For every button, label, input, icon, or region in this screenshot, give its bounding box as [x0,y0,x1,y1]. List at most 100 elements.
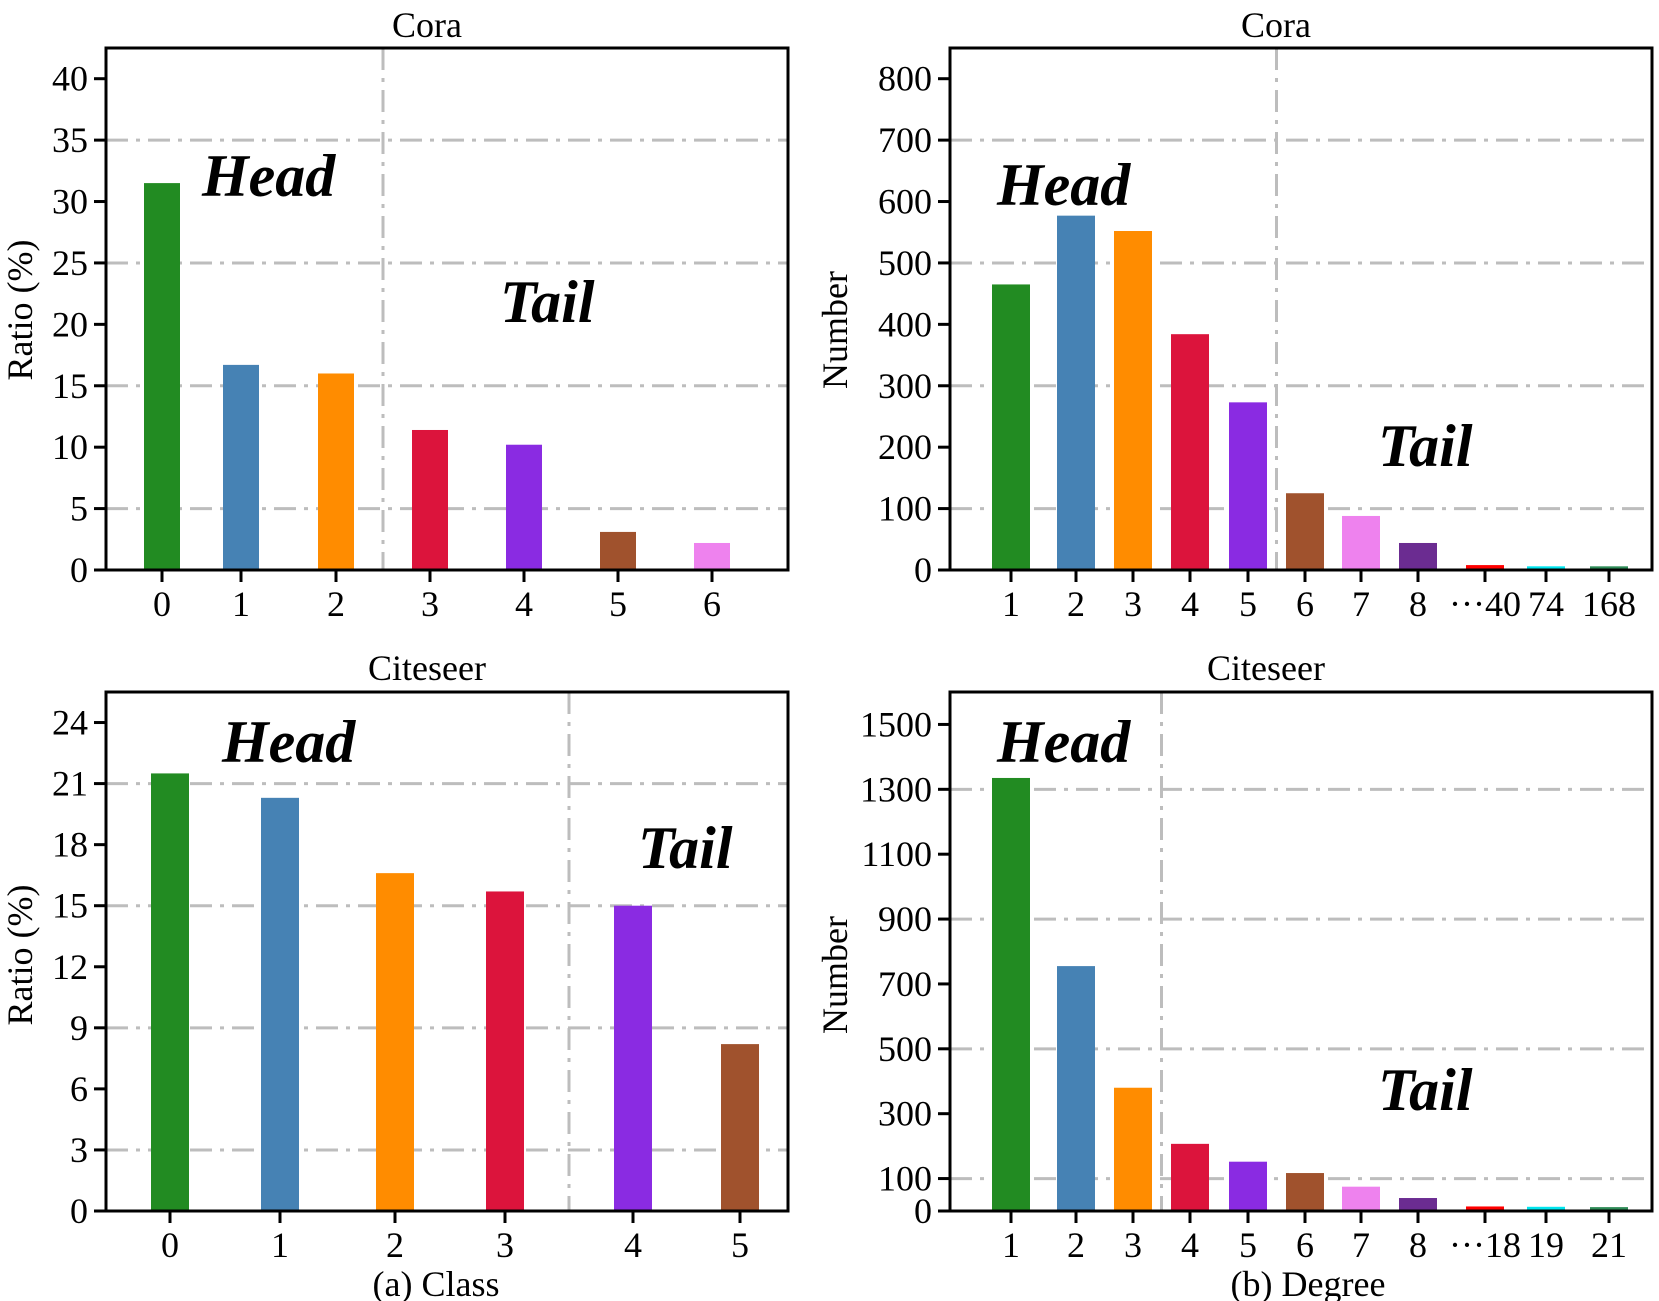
bar-6 [694,542,730,570]
x-tick-label: 2 [1067,584,1085,624]
x-tick-label: 3 [1124,1225,1142,1265]
y-tick-label: 0 [70,1191,88,1231]
bar-2 [318,373,354,570]
y-tick-label: 300 [878,1094,932,1134]
bars [992,777,1628,1211]
x-ticks: 1 2 3 4 5 6 7 8 ···18 19 21 [1002,1211,1627,1265]
panel-title: Citeseer [1207,648,1325,688]
y-tick-label: 21 [52,764,88,804]
bars [992,215,1628,570]
bar-2 [1057,966,1095,1211]
y-tick-label: 15 [52,366,88,406]
y-ticks: 0 100 200 300 400 500 600 700 800 [878,59,950,590]
y-tick-label: 0 [914,1191,932,1231]
y-axis-label: Ratio (%) [0,240,40,381]
y-tick-label: 300 [878,366,932,406]
bar-5 [1229,402,1267,570]
y-tick-label: 9 [70,1008,88,1048]
caption-left: (a) Class [373,1264,500,1301]
bar-7 [1342,515,1380,570]
bar-8 [1399,542,1437,570]
bar-7 [1342,1186,1380,1211]
x-tick-label: 4 [1181,584,1199,624]
x-tick-label: 0 [161,1225,179,1265]
panel-title: Cora [392,5,462,45]
head-label: Head [996,152,1131,218]
x-tick-label: 74 [1528,584,1564,624]
y-tick-label: 6 [70,1069,88,1109]
x-tick-label: 168 [1582,584,1636,624]
x-tick-label: 5 [731,1225,749,1265]
x-tick-label: 5 [1239,584,1257,624]
bar-5 [1229,1161,1267,1211]
bar-3 [1114,1087,1152,1211]
y-ticks: 0 5 10 15 20 25 30 35 40 [52,59,106,590]
y-tick-label: 18 [52,825,88,865]
y-tick-label: 3 [70,1130,88,1170]
bar-1 [992,777,1030,1211]
y-tick-label: 30 [52,182,88,222]
x-tick-label: 3 [496,1225,514,1265]
bar-19 [1527,1206,1565,1211]
x-tick-label: 7 [1352,1225,1370,1265]
y-tick-label: 1100 [861,834,932,874]
y-tick-label: 0 [914,550,932,590]
y-tick-label: 600 [878,182,932,222]
x-tick-label: 21 [1591,1225,1627,1265]
tail-label: Tail [1378,413,1473,479]
x-tick-label: 0 [153,584,171,624]
y-tick-label: 900 [878,899,932,939]
y-tick-label: 0 [70,550,88,590]
x-tick-label: 4 [1181,1225,1199,1265]
bar-18 [1466,1206,1504,1211]
y-tick-label: 1300 [860,769,932,809]
tail-label: Tail [1378,1057,1473,1123]
y-tick-label: 40 [52,59,88,99]
y-tick-label: 800 [878,59,932,99]
y-tick-label: 500 [878,243,932,283]
caption-right: (b) Degree [1231,1264,1386,1301]
y-tick-label: 24 [52,703,88,743]
y-tick-label: 500 [878,1029,932,1069]
y-tick-label: 15 [52,886,88,926]
x-tick-label: ···40 [1449,584,1521,624]
plot-frame [104,690,790,1213]
y-tick-label: 5 [70,489,88,529]
bar-0 [144,183,180,570]
bar-74 [1527,566,1565,570]
y-tick-label: 400 [878,304,932,344]
bar-4 [1171,1143,1209,1211]
x-tick-label: 2 [327,584,345,624]
bar-4 [506,444,542,570]
x-tick-label: 19 [1528,1225,1564,1265]
bar-6 [1286,493,1324,570]
bar-3 [412,429,448,570]
plot-frame [948,46,1654,572]
gridlines [950,48,1652,570]
y-tick-label: 100 [878,489,932,529]
x-tick-label: 3 [1124,584,1142,624]
x-ticks: 1 2 3 4 5 6 7 8 ···40 74 168 [1002,570,1636,624]
x-ticks: 0 1 2 3 4 5 6 [153,570,721,624]
plot-frame [948,690,1654,1213]
x-tick-label: 5 [609,584,627,624]
x-tick-label: ···18 [1449,1225,1521,1265]
bar-6 [1286,1173,1324,1211]
bar-3 [486,891,524,1211]
y-axis-label: Ratio (%) [0,885,40,1026]
y-tick-label: 35 [52,120,88,160]
y-tick-label: 20 [52,304,88,344]
x-tick-label: 1 [271,1225,289,1265]
bar-5 [721,1044,759,1211]
bar-40 [1466,565,1504,570]
x-tick-label: 5 [1239,1225,1257,1265]
y-tick-label: 25 [52,243,88,283]
x-tick-label: 7 [1352,584,1370,624]
x-tick-label: 6 [1296,1225,1314,1265]
panel-title: Citeseer [368,648,486,688]
y-tick-label: 200 [878,427,932,467]
